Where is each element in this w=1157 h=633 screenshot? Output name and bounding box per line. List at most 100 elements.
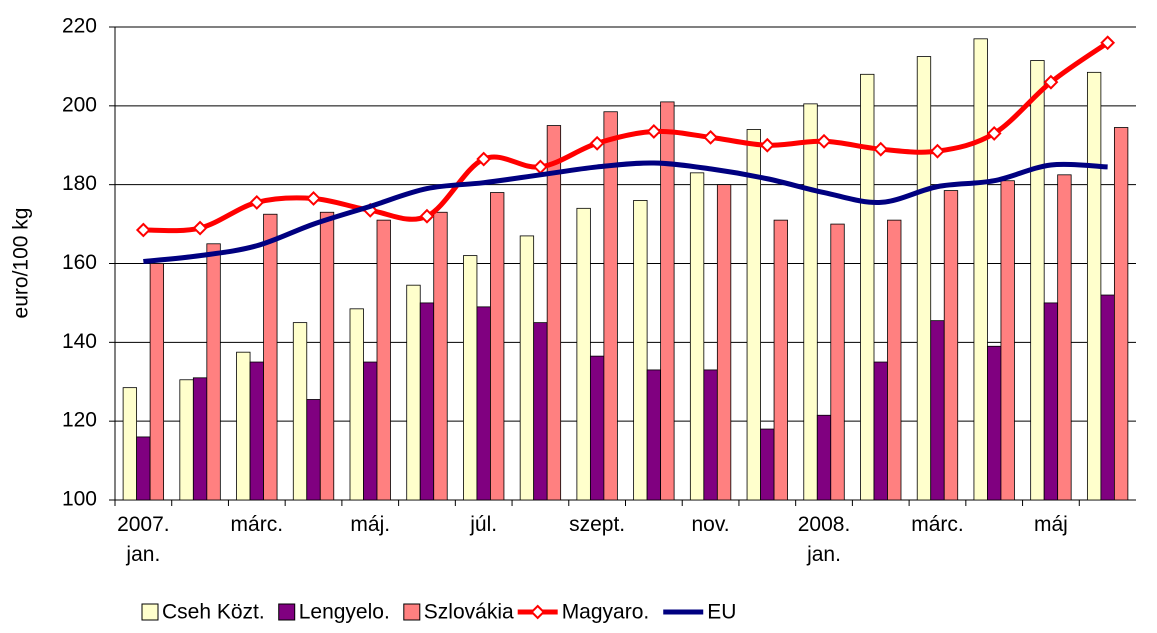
- bar: [363, 361, 378, 501]
- y-axis-label: euro/100 kg: [10, 208, 33, 319]
- bar: [589, 355, 605, 501]
- marker: [306, 191, 321, 206]
- bar: [1000, 180, 1015, 501]
- marker: [873, 141, 889, 157]
- bar: [1030, 60, 1045, 501]
- marker: [135, 222, 151, 238]
- bar: [122, 387, 138, 501]
- marker: [419, 208, 435, 224]
- bar: [533, 322, 548, 501]
- bar: [1086, 71, 1102, 501]
- bar: [746, 129, 761, 501]
- bar: [376, 219, 391, 501]
- y-tick-label: 160: [62, 251, 97, 274]
- bar: [930, 320, 945, 501]
- y-tick-label: 200: [62, 93, 97, 116]
- marker: [703, 129, 718, 145]
- marker: [1043, 74, 1059, 90]
- x-tick-label: nov.: [691, 513, 730, 536]
- bar: [149, 263, 165, 501]
- bar: [546, 125, 562, 501]
- x-tick-label: 2007. jan.: [117, 513, 170, 566]
- marker: [1100, 35, 1116, 51]
- marker: [930, 143, 945, 159]
- bar: [803, 103, 818, 501]
- bar: [633, 200, 648, 501]
- marker: [759, 137, 775, 153]
- bar: [419, 302, 435, 501]
- bar: [349, 308, 364, 501]
- bar: [1057, 174, 1072, 501]
- bar: [236, 351, 251, 501]
- bar: [646, 369, 662, 501]
- legend-swatch: [141, 603, 159, 621]
- bar: [716, 184, 732, 501]
- legend-label: Magyaro.: [562, 601, 650, 624]
- line: [143, 40, 1110, 234]
- bar: [860, 73, 875, 501]
- y-tick-label: 220: [62, 15, 97, 38]
- x-tick-label: márc.: [911, 513, 964, 536]
- marker: [533, 159, 548, 175]
- x-tick-label: 2008. jan.: [797, 513, 851, 566]
- line: [143, 160, 1108, 265]
- y-tick-label: 180: [62, 172, 97, 195]
- bar: [916, 56, 932, 501]
- x-tick-label: júl.: [470, 513, 498, 536]
- bar: [263, 213, 278, 501]
- x-tick-label: szept.: [569, 513, 626, 536]
- bar: [136, 436, 151, 501]
- marker: [589, 135, 605, 151]
- bar: [887, 219, 902, 501]
- bar: [319, 211, 335, 501]
- y-tick-label: 140: [62, 330, 97, 353]
- legend-swatch: [403, 603, 421, 621]
- bar: [406, 284, 421, 501]
- marker: [476, 151, 492, 167]
- bar: [816, 414, 832, 501]
- marker: [986, 126, 1002, 141]
- bar: [943, 190, 959, 501]
- bar: [490, 192, 505, 501]
- legend-label: Lengyelo.: [299, 601, 390, 624]
- legend-marker: [530, 604, 546, 620]
- bar: [873, 361, 888, 501]
- marker: [192, 220, 208, 236]
- bar: [463, 255, 478, 501]
- bar: [603, 111, 618, 501]
- bar: [192, 377, 208, 501]
- marker: [816, 133, 832, 149]
- legend-swatch: [278, 603, 296, 621]
- bar: [660, 101, 675, 501]
- bar: [433, 211, 448, 501]
- bar: [773, 219, 788, 501]
- bar: [179, 379, 194, 501]
- bar: [987, 345, 1002, 501]
- x-tick-label: máj.: [350, 513, 391, 536]
- marker: [249, 194, 265, 210]
- bar: [1100, 294, 1115, 501]
- bar: [292, 322, 308, 501]
- bar: [703, 369, 718, 501]
- x-tick-label: máj: [1033, 513, 1068, 536]
- x-tick-label: márc.: [230, 513, 284, 536]
- legend-label: Cseh Közt.: [162, 601, 265, 624]
- bar: [1113, 127, 1129, 501]
- bar: [576, 207, 591, 501]
- marker: [646, 124, 662, 139]
- y-tick-label: 100: [62, 488, 97, 511]
- legend-label: Szlovákia: [424, 601, 514, 624]
- bar: [206, 243, 221, 501]
- bar: [249, 361, 264, 501]
- y-tick-label: 120: [62, 409, 97, 432]
- bar: [689, 172, 705, 501]
- bar: [973, 38, 988, 501]
- bar: [830, 223, 845, 501]
- bar: [1043, 302, 1059, 501]
- bar: [476, 306, 491, 501]
- bar: [519, 235, 535, 501]
- legend-label: EU: [707, 601, 736, 624]
- bar: [760, 428, 775, 501]
- bar: [306, 399, 321, 501]
